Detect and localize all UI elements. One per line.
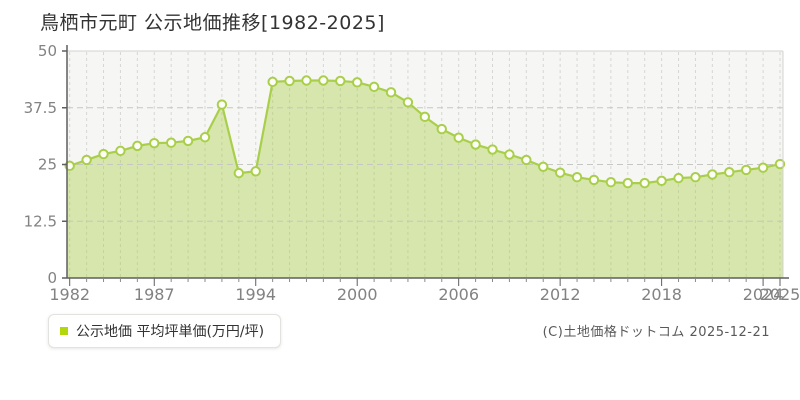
data-point-marker (538, 161, 549, 172)
area-fill (67, 80, 783, 278)
data-point-marker (132, 140, 143, 152)
x-tick-label: 2012 (540, 285, 581, 304)
data-point-marker (419, 111, 431, 123)
data-point-marker (368, 81, 380, 93)
data-point-marker (318, 75, 329, 86)
x-tick-label: 1982 (49, 285, 90, 304)
data-point-marker (554, 167, 566, 178)
x-tick-label: 2018 (641, 285, 682, 304)
y-tick-label: 37.5 (24, 99, 57, 117)
x-tick-label: 2025 (760, 285, 800, 304)
data-point-marker (571, 172, 583, 183)
x-tick-label: 2006 (438, 285, 479, 304)
data-point-marker (774, 158, 786, 170)
data-point-marker (182, 135, 194, 147)
x-tick-label: 1994 (235, 285, 276, 304)
data-point-marker (453, 132, 464, 143)
data-point-marker (233, 167, 245, 179)
data-point-marker (165, 137, 177, 148)
y-tick-label: 25 (38, 156, 57, 174)
data-point-marker (98, 148, 109, 160)
data-point-marker (673, 172, 684, 184)
data-point-marker (199, 132, 211, 143)
data-point-marker (267, 76, 278, 88)
y-tick-label: 0 (47, 269, 57, 287)
data-point-marker (504, 149, 515, 160)
data-point-marker (250, 166, 261, 177)
data-point-marker (115, 145, 126, 157)
data-point-marker (724, 167, 735, 178)
data-point-marker (757, 162, 769, 173)
data-point-marker (656, 175, 667, 187)
data-point-marker (301, 75, 312, 86)
data-point-marker (588, 174, 600, 186)
data-point-marker (81, 154, 92, 166)
data-point-marker (740, 164, 752, 176)
data-point-marker (385, 87, 397, 98)
legend-label: 公示地価 平均坪単価(万円/坪) (76, 324, 265, 340)
x-tick-label: 2024 (743, 285, 784, 304)
legend-marker-icon (60, 327, 68, 335)
data-point-marker (605, 177, 617, 188)
data-point-marker (402, 97, 414, 108)
x-tick-label: 2000 (337, 285, 378, 304)
x-tick-label: 1987 (134, 285, 175, 304)
data-point-marker (470, 139, 481, 150)
data-point-marker (149, 137, 160, 149)
data-point-marker (690, 172, 701, 183)
y-tick-label: 12.5 (24, 212, 57, 230)
data-point-marker (487, 144, 498, 155)
y-tick-label: 50 (38, 42, 57, 60)
data-point-marker (284, 75, 295, 87)
copyright-credit: (C)土地価格ドットコム 2025-12-21 (542, 325, 770, 340)
page-title: 鳥栖市元町 公示地価推移[1982-2025] (40, 12, 385, 34)
data-point-marker (639, 177, 650, 189)
data-point-marker (521, 154, 532, 166)
data-point-marker (216, 99, 228, 110)
legend: 公示地価 平均坪単価(万円/坪) (48, 314, 282, 348)
data-point-marker (622, 177, 633, 189)
data-point-marker (335, 75, 346, 87)
data-point-marker (436, 123, 447, 135)
data-point-marker (707, 169, 718, 180)
data-point-marker (352, 77, 363, 88)
